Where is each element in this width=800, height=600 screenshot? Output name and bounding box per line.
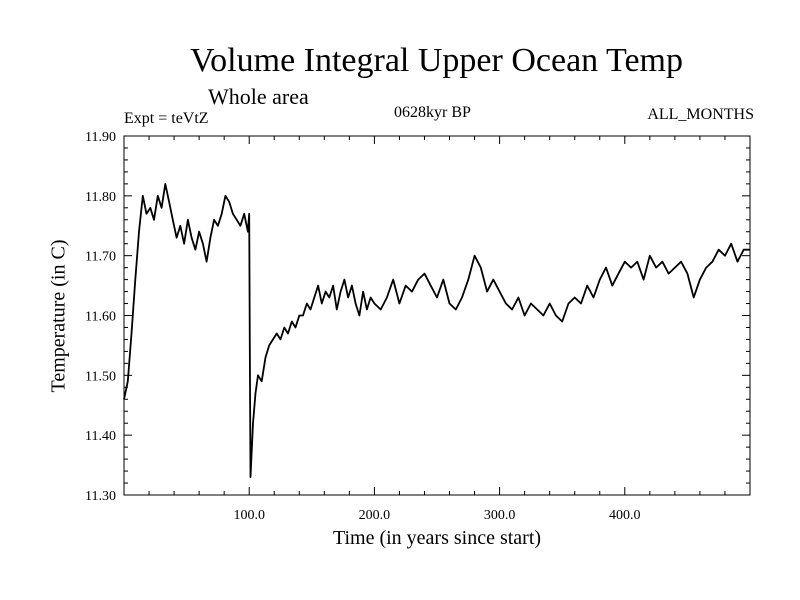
temperature-series-line [123, 182, 750, 479]
x-tick-label: 100.0 [233, 508, 265, 523]
y-tick-label: 11.90 [85, 130, 116, 145]
y-tick-label: 11.80 [85, 190, 116, 205]
axis-ticks: 11.30 11.40 11.50 11.60 11.70 11.80 11.90 100.0… [85, 130, 751, 523]
chart-title: Volume Integral Upper Ocean Temp [190, 42, 683, 79]
y-tick-label: 11.40 [85, 429, 116, 444]
chart-subtitle: Whole area [208, 84, 309, 109]
x-tick-label: 400.0 [609, 508, 641, 523]
y-tick-label: 11.30 [85, 489, 116, 504]
series-group [123, 182, 750, 479]
y-tick-label: 11.60 [85, 310, 116, 325]
x-axis-label: Time (in years since start) [332, 527, 542, 549]
y-axis-label: Temperature (in C) [47, 239, 70, 393]
plot-frame [123, 135, 751, 496]
period-label: 0628kyr BP [394, 104, 471, 121]
months-label: ALL_MONTHS [647, 106, 754, 123]
y-tick-label: 11.50 [85, 369, 116, 384]
experiment-label: Expt = teVtZ [124, 110, 209, 127]
y-tick-label: 11.70 [85, 250, 116, 265]
x-tick-label: 300.0 [484, 508, 516, 523]
x-tick-label: 200.0 [359, 508, 391, 523]
